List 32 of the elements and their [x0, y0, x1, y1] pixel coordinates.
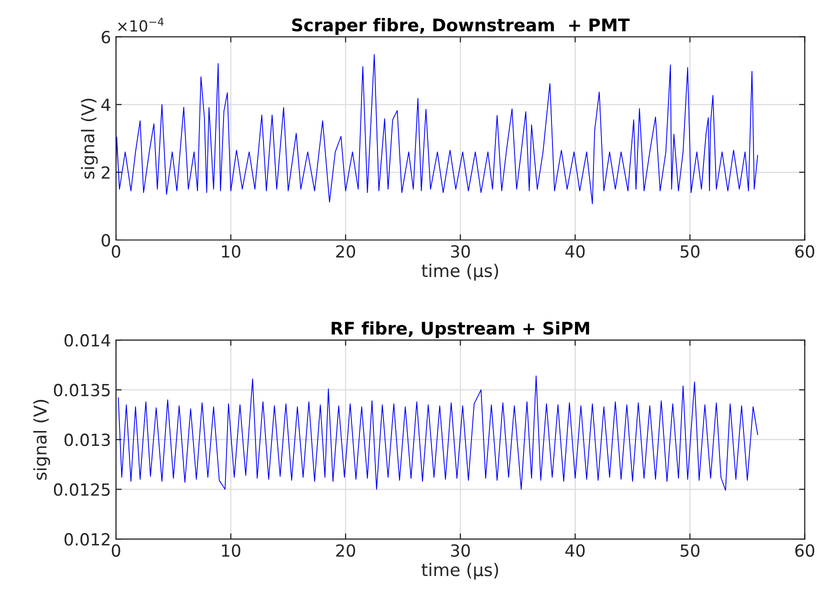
x-tick-label: 60 — [795, 245, 814, 258]
y-tick-label: 0.013 — [64, 434, 110, 446]
x-tick-label: 0 — [112, 544, 120, 557]
y-tick-label: 0 — [102, 234, 110, 247]
x-tick-label: 20 — [336, 245, 356, 258]
y-tick-label: 4 — [101, 98, 110, 111]
text: ×10$^{−4}$ — [118, 18, 164, 32]
x-tick-label: 0 — [112, 245, 120, 258]
x-tick-label: 40 — [565, 544, 585, 557]
x-axis-title: time (μs) — [422, 562, 498, 580]
x-tick-label: 10 — [222, 245, 240, 258]
chart-title: Scraper fibre, Downstream + PMT — [292, 18, 630, 35]
chart-title: RF fibre, Upstream + SiPM — [332, 321, 590, 338]
x-tick-label: 50 — [680, 544, 700, 557]
y-tick-label: 6 — [102, 30, 110, 44]
x-tick-label: 30 — [451, 544, 470, 557]
y-tick-label: 2 — [102, 166, 110, 179]
y-axis-title: signal (V) — [33, 400, 50, 480]
y-tick-label: 0.014 — [64, 334, 110, 347]
y-tick-label: 0.012 — [64, 533, 110, 546]
x-tick-label: 10 — [222, 544, 240, 557]
x-tick-label: 50 — [680, 245, 700, 258]
x-tick-label: 30 — [451, 245, 470, 258]
y-tick-label: 0.0135 — [54, 384, 110, 396]
line-series — [118, 375, 758, 491]
line-series — [116, 54, 758, 204]
x-tick-label: 40 — [565, 245, 585, 258]
y-tick-label: 0.0125 — [54, 483, 110, 496]
x-tick-label: 20 — [336, 544, 356, 557]
y-axis-title: signal (V) — [80, 98, 98, 179]
x-tick-label: 60 — [795, 544, 814, 557]
x-axis-title: time (μs) — [422, 264, 498, 281]
